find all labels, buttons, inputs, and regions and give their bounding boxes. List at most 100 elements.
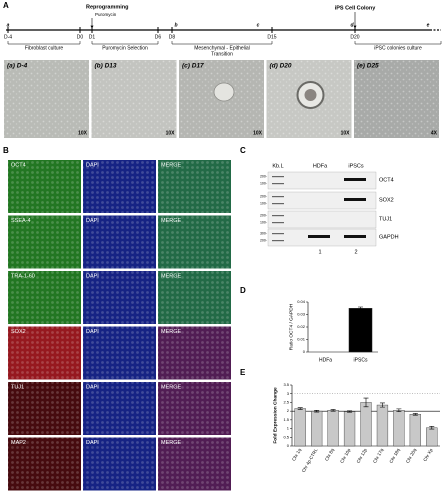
cell-texture [158, 160, 231, 213]
image-magnification: 10X [166, 130, 176, 136]
stain-label: OCT4 [11, 162, 26, 168]
day-label: D-4 [4, 34, 12, 40]
x-tick-label: HDFa [319, 357, 332, 363]
ladder-band [272, 196, 284, 198]
x-tick-label: iPSCs [354, 357, 368, 363]
cell-texture [8, 215, 81, 269]
panel-label: A [3, 1, 9, 10]
micrograph-texture [91, 60, 177, 138]
x-tick-label: Chr 12p [356, 447, 369, 464]
gel-strip [267, 191, 377, 210]
stain-label: DAPI [86, 384, 99, 390]
ladder-band [272, 203, 284, 205]
error-bar [396, 408, 402, 412]
gel-band [344, 235, 366, 238]
cell-texture [8, 271, 81, 324]
image-caption: (d) D20 [270, 63, 292, 70]
stain-label: DAPI [86, 273, 99, 279]
day-label: D1 [89, 34, 96, 40]
gene-label: OCT4 [379, 177, 394, 183]
x-tick-label: Chr 10p [339, 447, 352, 464]
cell-texture [83, 382, 156, 435]
cell-texture [83, 437, 156, 491]
gel-band [344, 178, 366, 181]
stain-label: DAPI [86, 218, 99, 224]
bar [327, 410, 339, 447]
event-label: Puromycin [95, 12, 117, 17]
cell-texture [83, 160, 156, 213]
ladder-band [272, 233, 284, 235]
gel-strip [267, 210, 377, 229]
x-tick-label: Chr 8q [324, 447, 335, 462]
colony [213, 82, 235, 102]
bar [409, 414, 421, 447]
gene-label: TUJ1 [379, 216, 392, 222]
cell-texture [158, 215, 231, 269]
bar [360, 402, 372, 447]
error-bar [358, 306, 363, 310]
ladder-label: 200- [260, 213, 268, 217]
stage-letter: b [174, 22, 177, 28]
stain-label: MERGE [161, 329, 182, 335]
y-tick-label: 1 [287, 426, 290, 431]
stain-label: MERGE [161, 273, 182, 279]
image-caption: (b) D13 [95, 63, 117, 70]
image-magnification: 10X [253, 130, 263, 136]
bar [426, 427, 438, 447]
stage-bracket [91, 41, 159, 45]
y-axis-label: Ratio OCT4 / GAPDH [288, 303, 294, 350]
y-tick-label: 0.02 [297, 324, 306, 329]
stain-label: DAPI [86, 329, 99, 335]
gel-strip [267, 171, 377, 190]
x-tick-label: Chr 20q [405, 447, 418, 464]
ladder-band [272, 215, 284, 217]
cell-texture [8, 382, 81, 435]
bar [376, 404, 389, 447]
y-tick-label: 0.5 [283, 434, 289, 439]
stain-label: MERGE [161, 218, 182, 224]
day-label: D20 [350, 34, 359, 40]
y-tick-label: 0 [287, 443, 290, 448]
lane-number: 1 [318, 249, 321, 255]
y-tick-label: 3.5 [283, 382, 289, 387]
ladder-label: 100- [260, 220, 268, 224]
cell-texture [83, 326, 156, 380]
ladder-band [272, 240, 284, 242]
lane-label: Kb.L [272, 163, 283, 169]
bar [343, 411, 356, 447]
y-tick-label: 0.01 [297, 337, 306, 342]
error-bar [347, 410, 353, 413]
stage-letter: c [257, 22, 260, 28]
stain-label: MERGE [161, 162, 182, 168]
panel-label: C [240, 146, 246, 155]
stain-label: TUJ1 [11, 384, 24, 390]
stage-label: Fibroblast culture [25, 45, 64, 51]
stain-label: TRA-1-60 [11, 273, 35, 279]
micrograph-texture [354, 60, 439, 138]
cell-texture [83, 215, 156, 269]
y-tick-label: 0.04 [297, 299, 306, 304]
x-tick-label: Chr 4p-CTRL [301, 447, 319, 473]
cell-texture [8, 437, 81, 491]
cell-texture [158, 382, 231, 435]
stain-label: DAPI [86, 440, 99, 446]
ladder-label: 200- [260, 194, 268, 198]
x-tick-label: Chr 1q [291, 447, 302, 462]
ladder-label: 200- [260, 174, 268, 178]
day-label: D15 [267, 34, 276, 40]
image-caption: (a) D-4 [7, 63, 28, 70]
lane-label: iPSCs [348, 163, 364, 169]
stage-bracket [171, 41, 273, 45]
x-tick-label: Chr Xp [422, 447, 434, 462]
day-label: D6 [155, 34, 162, 40]
error-bar [429, 426, 435, 430]
ladder-label: 200- [260, 238, 268, 242]
stain-label: SOX2 [11, 329, 26, 335]
stage-label: Puromycin Selection [102, 45, 148, 51]
panel-label: B [3, 146, 9, 155]
error-bar [412, 413, 418, 416]
error-bar [297, 407, 303, 410]
y-tick-label: 3 [287, 391, 290, 396]
stain-label: MERGE [161, 384, 182, 390]
